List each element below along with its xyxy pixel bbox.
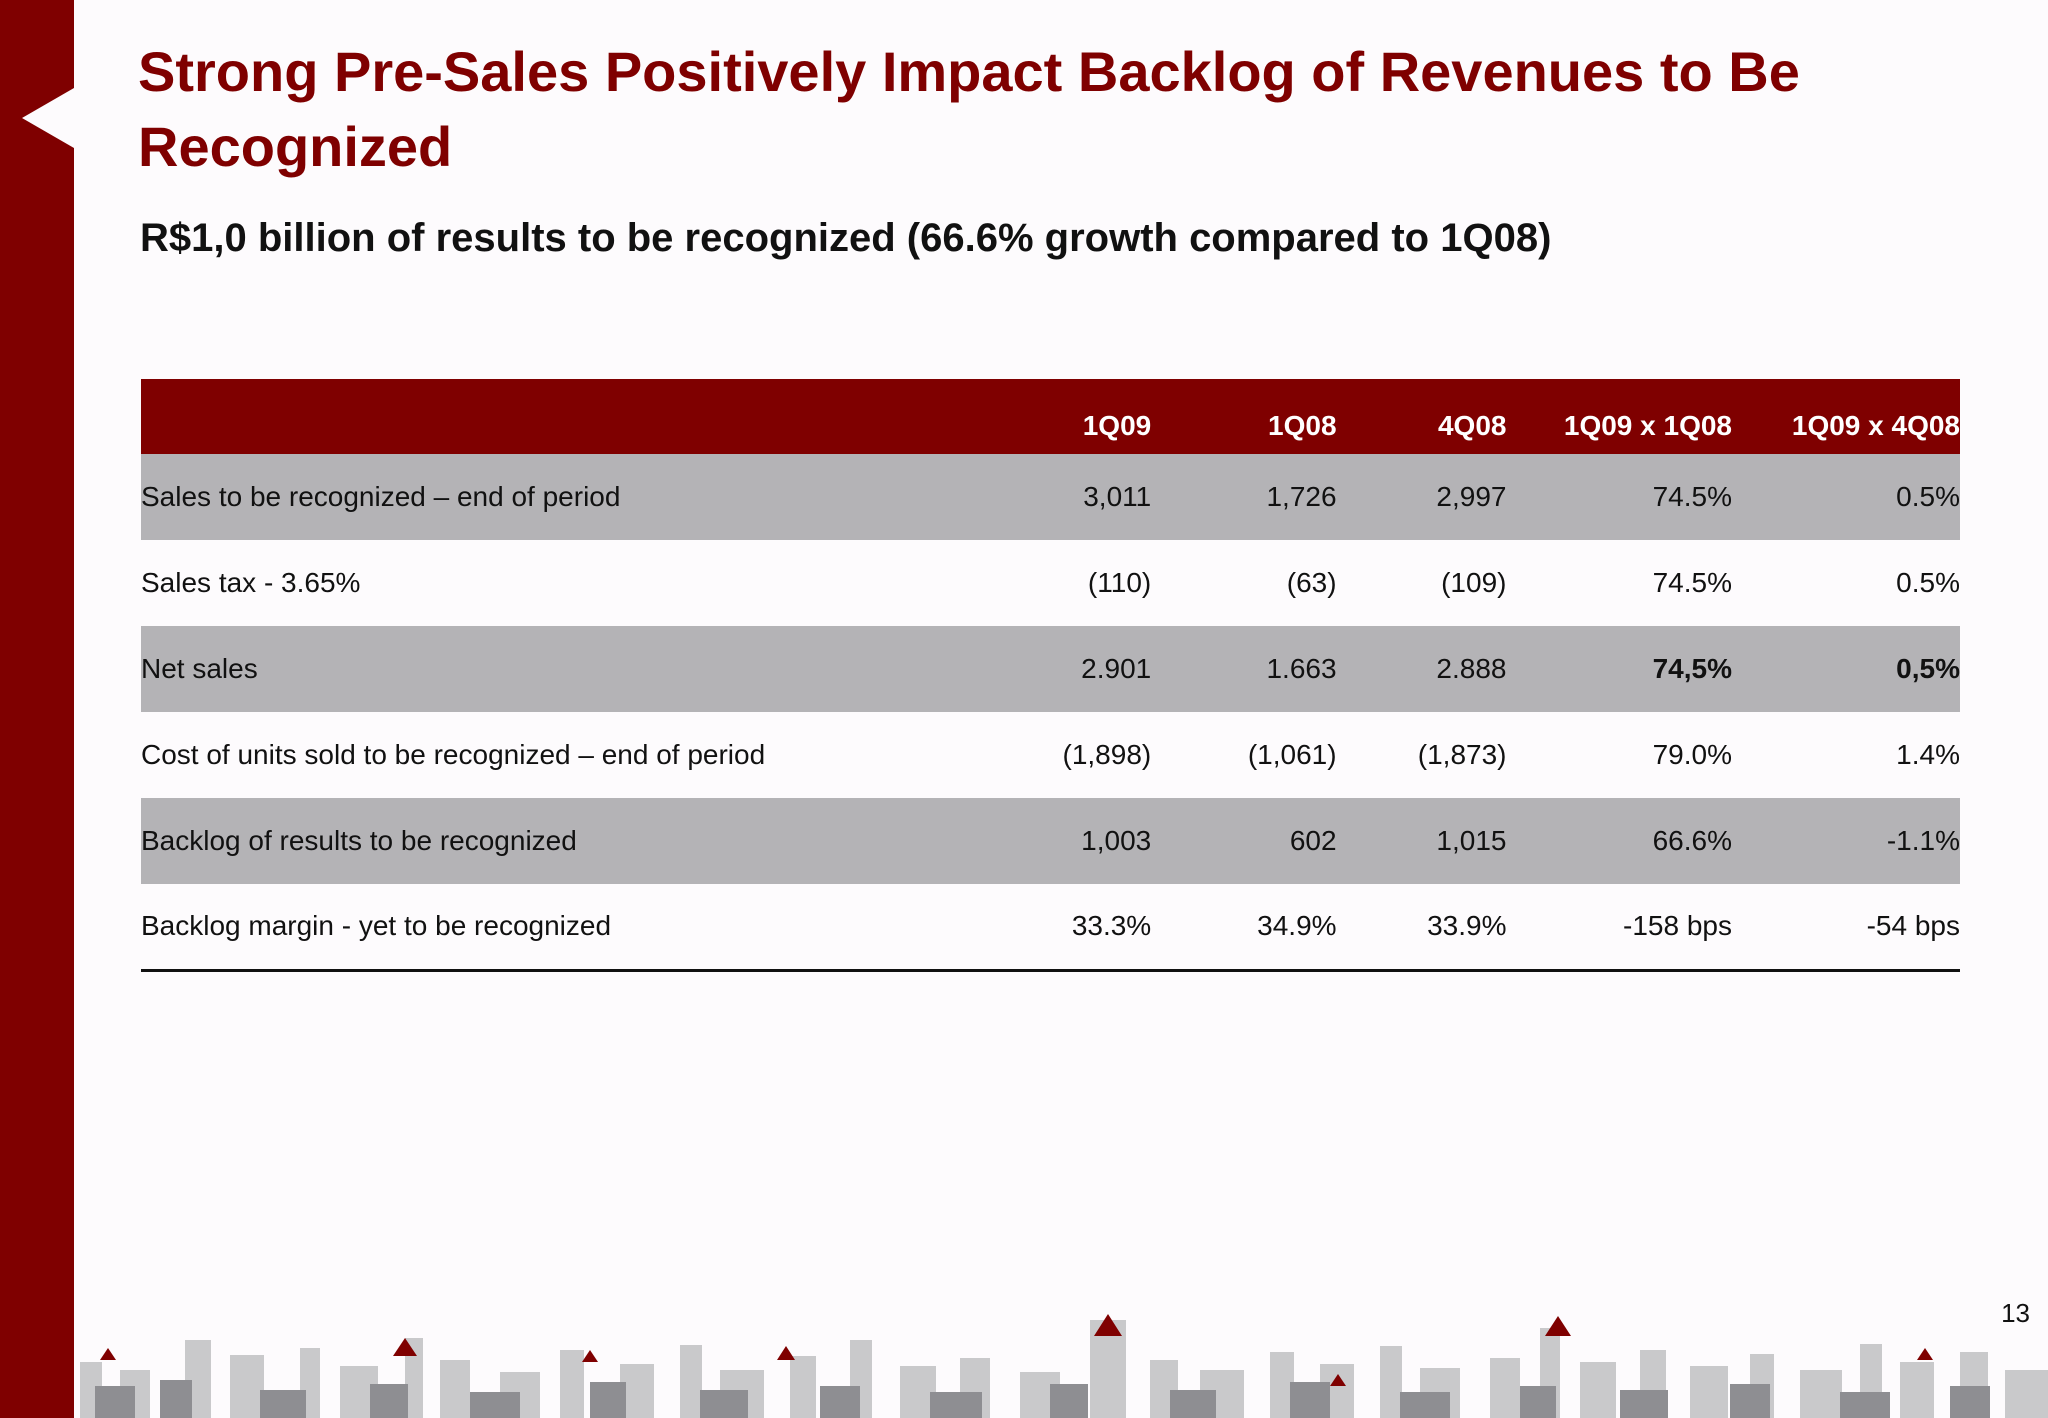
table-row: Net sales 2.901 1.663 2.888 74,5% 0,5% (141, 626, 1960, 712)
cell-1q09-vs-4q08: 0.5% (1896, 481, 1960, 512)
cell-4q08: (1,873) (1417, 739, 1507, 770)
cell-1q09: 2.901 (1081, 653, 1152, 684)
row-label: Sales to be recognized – end of period (141, 481, 621, 512)
table-row: Cost of units sold to be recognized – en… (141, 712, 1960, 798)
column-header-1q09: 1Q09 (1082, 409, 1152, 441)
side-bar-notch-icon (22, 88, 74, 148)
cell-1q09-vs-4q08: -54 bps (1732, 884, 1960, 972)
cell-1q09-vs-4q08: 1.4% (1896, 739, 1960, 770)
table-row: Backlog margin - yet to be recognized 33… (141, 884, 1960, 972)
brand-side-bar (0, 0, 74, 1418)
cell-4q08: 33.9% (1336, 884, 1507, 972)
table-row: Backlog of results to be recognized 1,00… (141, 798, 1960, 884)
cell-1q08: (1,061) (1247, 739, 1337, 770)
cell-1q09-vs-4q08: 0,5% (1896, 653, 1960, 684)
cell-1q08: 1,726 (1266, 481, 1337, 512)
cell-1q09-vs-4q08: -1.1% (1886, 825, 1960, 856)
cell-1q09-vs-1q08: 66.6% (1652, 825, 1732, 856)
row-label: Backlog of results to be recognized (141, 825, 577, 856)
row-label: Net sales (141, 653, 258, 684)
row-label: Cost of units sold to be recognized – en… (141, 739, 766, 770)
cell-1q09-vs-4q08: 0.5% (1896, 567, 1960, 598)
cell-1q09: 33.3% (1020, 884, 1152, 972)
backlog-table: 1Q09 1Q08 4Q08 1Q09 x 1Q08 1Q09 x 4Q08 S… (141, 379, 1960, 972)
cell-1q09: (110) (1087, 567, 1152, 598)
cell-4q08: 1,015 (1436, 825, 1507, 856)
column-header-label (141, 379, 1020, 454)
slide-title: Strong Pre-Sales Positively Impact Backl… (138, 40, 1800, 178)
cell-1q09-vs-1q08: 74.5% (1652, 567, 1732, 598)
column-header-4q08: 4Q08 (1437, 409, 1507, 441)
cell-1q09: (1,898) (1062, 739, 1152, 770)
cell-1q08: (63) (1286, 567, 1337, 598)
table-header-row: 1Q09 1Q08 4Q08 1Q09 x 1Q08 1Q09 x 4Q08 (141, 379, 1960, 454)
cell-1q09: 1,003 (1081, 825, 1152, 856)
slide-subtitle: R$1,0 billion of results to be recognize… (140, 216, 1552, 260)
column-header-1q09-vs-4q08: 1Q09 x 4Q08 (1791, 409, 1960, 441)
row-label: Sales tax - 3.65% (141, 567, 361, 598)
cell-1q08: 34.9% (1151, 884, 1337, 972)
cell-1q09: 3,011 (1083, 481, 1152, 512)
table-row: Sales to be recognized – end of period 3… (141, 454, 1960, 540)
cell-1q08: 602 (1289, 825, 1337, 856)
cell-1q09-vs-1q08: 79.0% (1652, 739, 1732, 770)
row-label: Backlog margin - yet to be recognized (141, 884, 1021, 972)
cell-4q08: 2.888 (1436, 653, 1507, 684)
cell-1q09-vs-1q08: 74,5% (1652, 653, 1732, 684)
city-skyline-illustration (0, 1300, 2048, 1418)
cell-1q09-vs-1q08: 74.5% (1652, 481, 1732, 512)
column-header-1q09-vs-1q08: 1Q09 x 1Q08 (1563, 409, 1732, 441)
cell-4q08: (109) (1441, 567, 1507, 598)
page-number: 13 (2001, 1298, 2030, 1328)
cell-4q08: 2,997 (1436, 481, 1507, 512)
cell-1q08: 1.663 (1266, 653, 1337, 684)
cell-1q09-vs-1q08: -158 bps (1506, 884, 1732, 972)
table-row: Sales tax - 3.65% (110) (63) (109) 74.5%… (141, 540, 1960, 626)
column-header-1q08: 1Q08 (1268, 409, 1337, 441)
